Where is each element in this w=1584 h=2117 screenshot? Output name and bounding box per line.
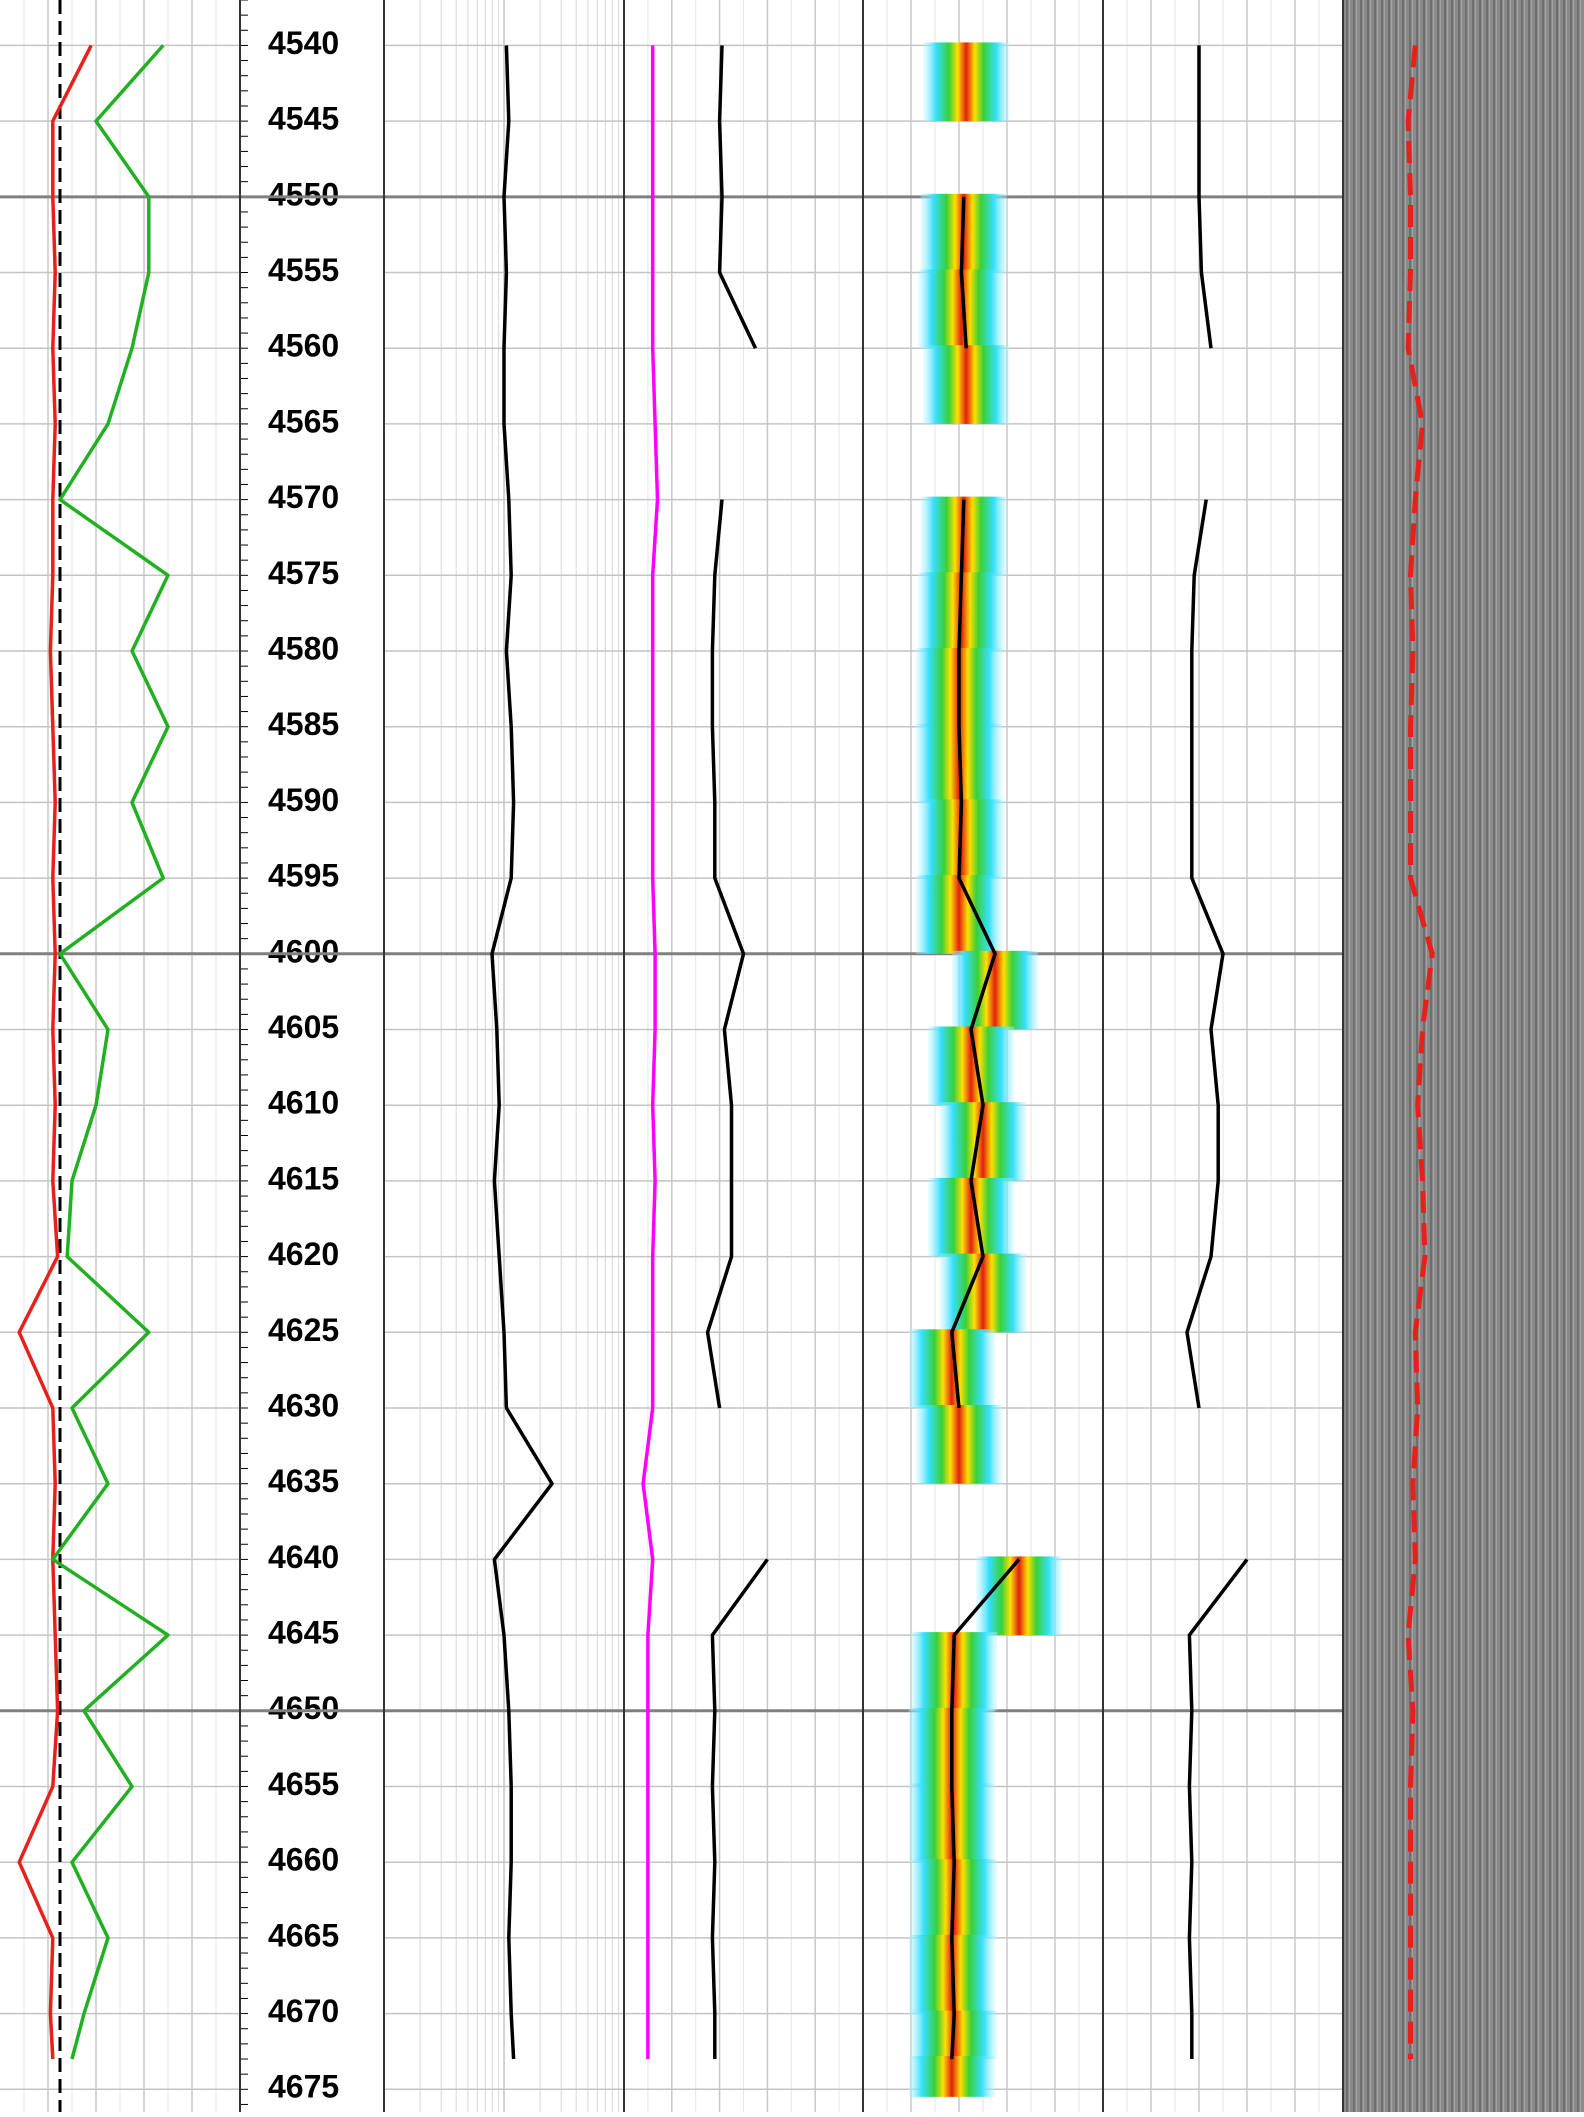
log-curve [641, 45, 660, 2059]
depth-label: 4560 [268, 328, 339, 364]
log-curve [1197, 45, 1213, 349]
depth-label: 4575 [268, 555, 339, 591]
spectrum-band [939, 1253, 1027, 1333]
spectrum-band [923, 42, 1010, 122]
depth-label: 4600 [268, 933, 339, 969]
depth-label: 4630 [268, 1387, 339, 1423]
depth-label: 4550 [268, 176, 339, 212]
depth-label: 4540 [268, 25, 339, 61]
depth-label: 4675 [268, 2069, 339, 2105]
log-curve [959, 196, 968, 349]
log-curve [51, 44, 170, 2060]
spectrum-band [915, 1405, 1003, 1484]
spectrum-band [975, 1556, 1063, 1636]
log-curve [950, 1558, 1021, 2060]
log-curve [710, 1558, 769, 2059]
depth-label: 4640 [268, 1539, 339, 1575]
depth-label: 4595 [268, 858, 339, 894]
log-curve [1185, 499, 1225, 1409]
depth-label: 4615 [268, 1160, 339, 1196]
log-curve [950, 499, 997, 1409]
depth-label: 4670 [268, 1993, 339, 2029]
depth-label: 4655 [268, 1766, 339, 1802]
log-curve [1187, 1558, 1249, 2059]
spectrum-band [951, 950, 1039, 1030]
depth-label: 4605 [268, 1009, 339, 1045]
depth-label: 4620 [268, 1236, 339, 1272]
depth-label: 4590 [268, 782, 339, 818]
log-curve [705, 499, 746, 1409]
depth-label: 4555 [268, 252, 339, 288]
depth-label: 4610 [268, 1085, 339, 1121]
depth-label: 4570 [268, 479, 339, 515]
log-curve [490, 45, 554, 2060]
log-curve [717, 45, 758, 349]
depth-label: 4660 [268, 1842, 339, 1878]
depth-label: 4665 [268, 1917, 339, 1953]
spectrum-band [908, 2056, 995, 2097]
depth-label: 4625 [268, 1312, 339, 1348]
spectrum-band [923, 345, 1010, 424]
log-curve [1405, 45, 1435, 2059]
depth-label: 4635 [268, 1463, 339, 1499]
depth-label: 4645 [268, 1615, 339, 1651]
log-curve [17, 44, 93, 2060]
depth-label: 4580 [268, 630, 339, 666]
depth-label: 4650 [268, 1690, 339, 1726]
depth-label: 4585 [268, 706, 339, 742]
depth-label: 4565 [268, 403, 339, 439]
image-track [1343, 0, 1584, 2112]
depth-label: 4545 [268, 101, 339, 137]
